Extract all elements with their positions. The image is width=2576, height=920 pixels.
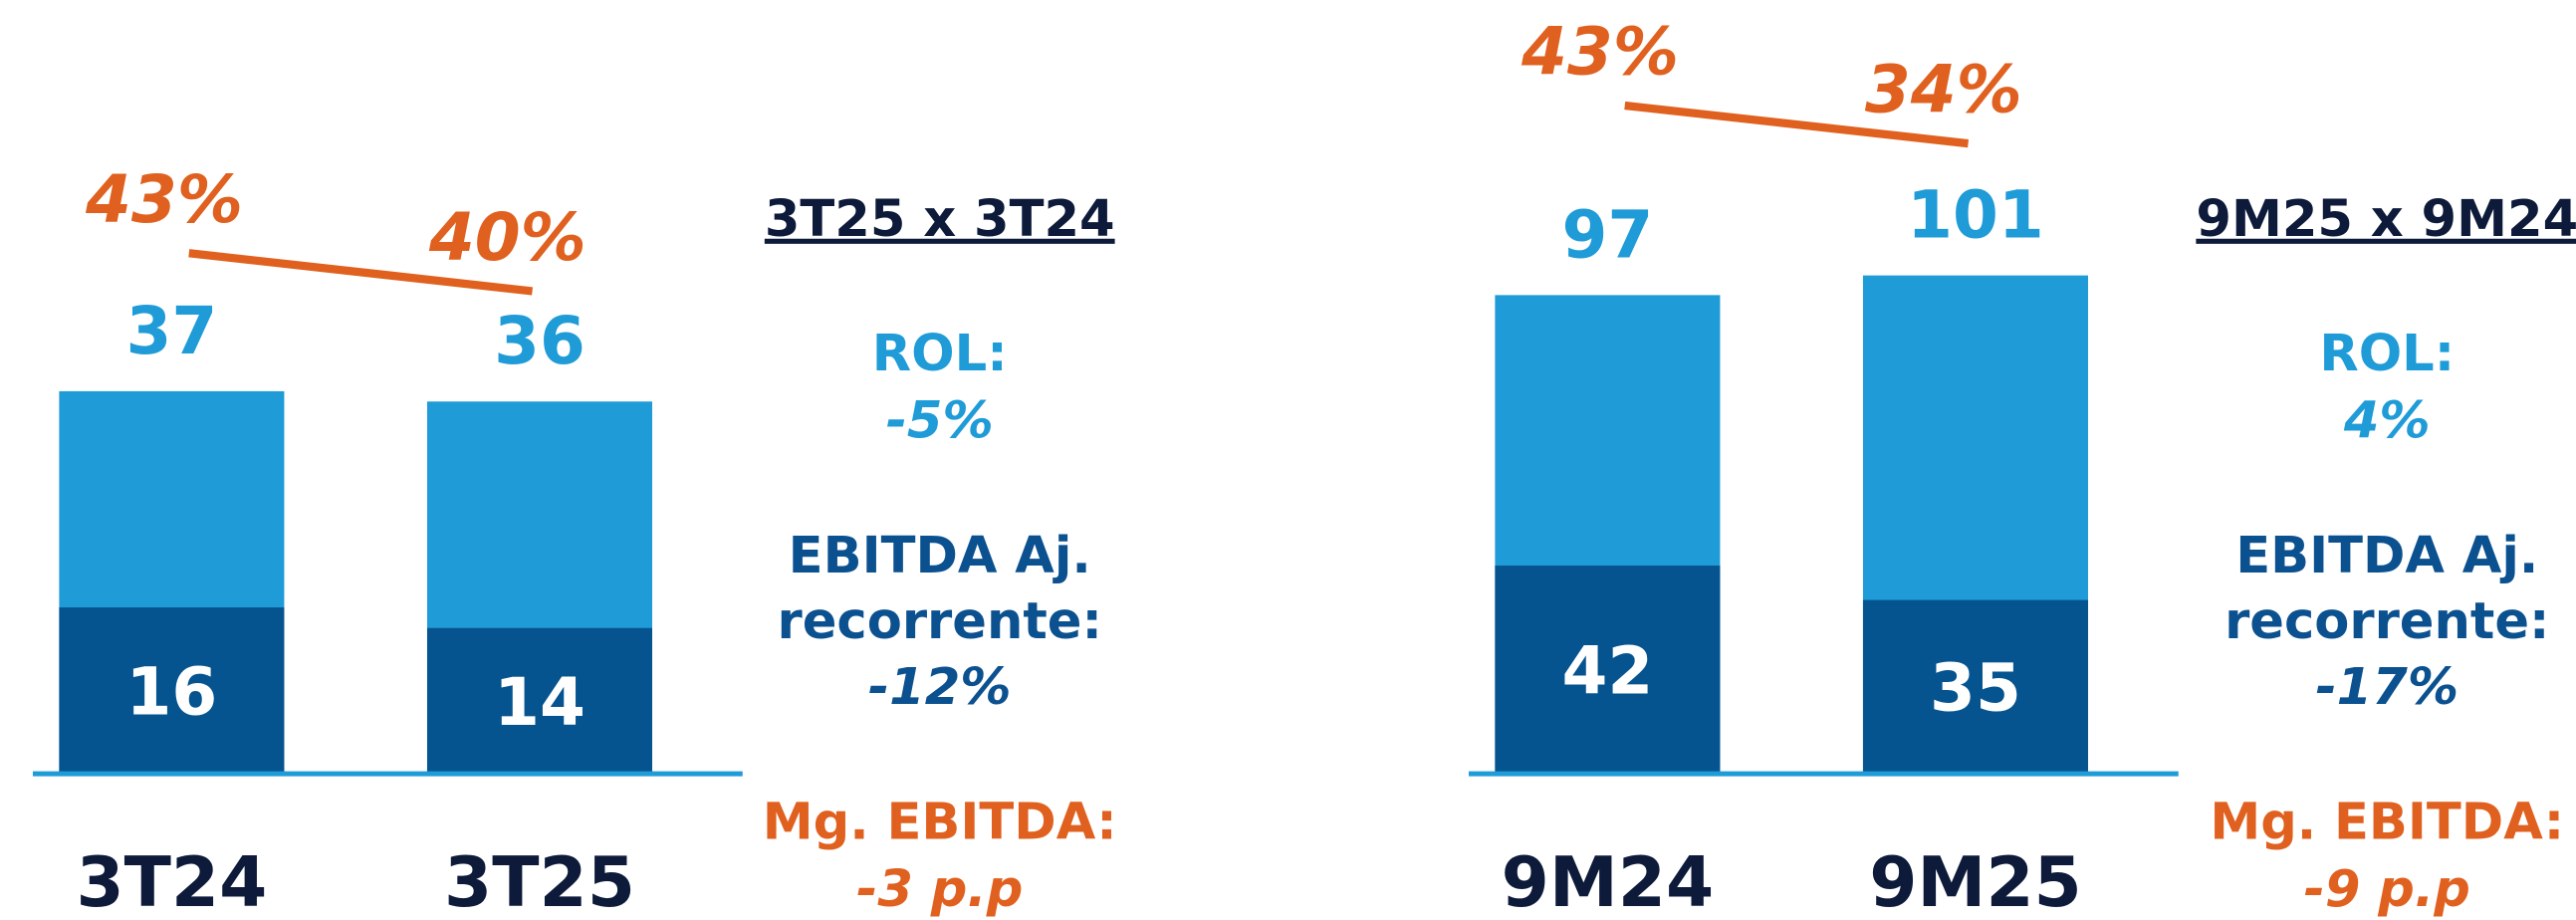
rol-change: 4% — [2343, 392, 2431, 451]
bar-ebitda — [1495, 566, 1721, 773]
margin-value-label: 43% — [1521, 14, 1679, 91]
x-tick-label: 9M24 — [1502, 843, 1715, 920]
bar-ebitda — [59, 607, 285, 773]
x-tick-label: 3T25 — [444, 843, 635, 920]
ebitda-label: recorrente: — [778, 592, 1102, 651]
rol-value-label: 36 — [494, 303, 585, 379]
ebitda-value-label: 16 — [125, 653, 217, 730]
ebitda-label: EBITDA Aj. — [789, 527, 1091, 585]
comparison-title: 3T25 x 3T24 — [765, 190, 1115, 249]
rol-label: ROL: — [2319, 325, 2455, 383]
rol-value-label: 37 — [125, 293, 217, 369]
margin-line — [1624, 101, 1970, 148]
x-tick-label: 9M25 — [1869, 843, 2082, 920]
x-tick-label: 3T24 — [76, 843, 267, 920]
ebitda-change: -12% — [868, 658, 1012, 717]
rol-value-label: 97 — [1561, 196, 1653, 273]
ebitda-value-label: 14 — [494, 664, 585, 741]
comparison-title: 9M25 x 9M24 — [2196, 190, 2576, 249]
ebitda-label: recorrente: — [2225, 592, 2549, 651]
rol-value-label: 101 — [1907, 177, 2044, 254]
margin-label: Mg. EBITDA: — [2210, 793, 2564, 851]
ebitda-label: EBITDA Aj. — [2235, 527, 2538, 585]
rol-label: ROL: — [872, 325, 1008, 383]
margin-change: -9 p.p — [2304, 860, 2470, 919]
margin-label: Mg. EBITDA: — [763, 793, 1117, 851]
bar-ebitda — [1862, 599, 2088, 773]
rol-change: -5% — [886, 392, 994, 451]
margin-line — [188, 249, 534, 296]
bar-ebitda — [426, 627, 652, 773]
margin-value-label: 40% — [428, 199, 586, 276]
ebitda-change: -17% — [2315, 658, 2459, 717]
margin-value-label: 34% — [1865, 52, 2022, 128]
ebitda-value-label: 42 — [1561, 632, 1653, 709]
ebitda-value-label: 35 — [1930, 650, 2021, 727]
margin-value-label: 43% — [85, 161, 243, 238]
margin-change: -3 p.p — [856, 860, 1023, 919]
